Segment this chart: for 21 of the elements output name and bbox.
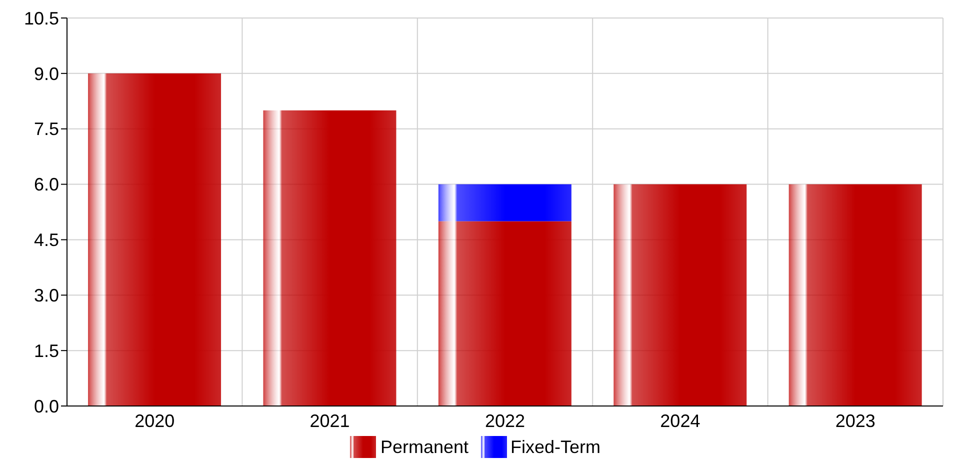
x-tick-label: 2021 xyxy=(310,410,350,431)
bar xyxy=(614,184,747,406)
bar xyxy=(263,110,396,406)
bar xyxy=(88,73,222,406)
bar xyxy=(788,184,922,406)
y-tick-label: 0.0 xyxy=(34,396,59,416)
x-tick-label: 2022 xyxy=(484,410,526,431)
bar xyxy=(438,184,572,222)
y-tick-label: 1.5 xyxy=(34,340,59,361)
y-tick-label: 6.0 xyxy=(34,174,59,195)
y-tick-label: 9.0 xyxy=(34,64,59,84)
legend-label: Fixed-Term xyxy=(510,436,601,458)
legend-label: Permanent xyxy=(380,436,469,458)
y-tick-label: 10.5 xyxy=(24,8,59,28)
x-tick-label: 2020 xyxy=(134,410,175,431)
bar xyxy=(438,221,572,406)
x-tick-label: 2024 xyxy=(660,410,700,431)
y-tick-label: 4.5 xyxy=(34,230,59,250)
y-tick-label: 3.0 xyxy=(34,286,59,306)
y-tick-label: 7.5 xyxy=(34,119,59,140)
x-tick-label: 2023 xyxy=(835,410,876,431)
